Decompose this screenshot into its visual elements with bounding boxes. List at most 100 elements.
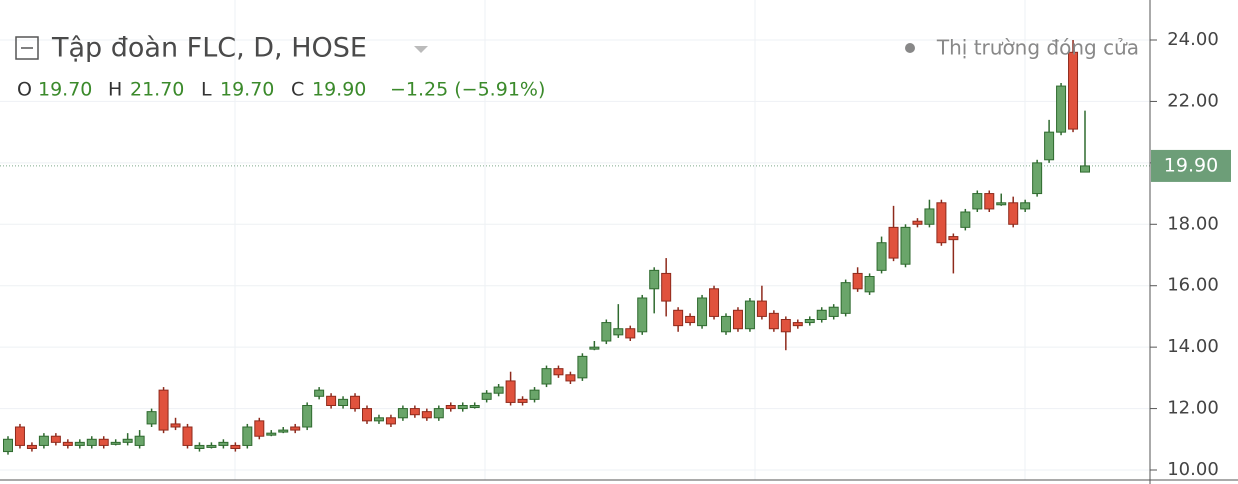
candle-body (457, 405, 468, 410)
candle-body (541, 368, 552, 385)
candle-body (1056, 85, 1067, 133)
candle-body (194, 444, 205, 449)
time-grid (234, 0, 1026, 480)
candle-body (254, 420, 265, 437)
candle-body (780, 319, 791, 333)
candle-body (996, 202, 1007, 206)
candle-body (505, 380, 516, 403)
dropdown-arrow[interactable] (414, 46, 428, 53)
ohlc-value: 21.70 (130, 79, 184, 101)
grid (0, 39, 1150, 471)
candle-body (864, 276, 875, 293)
chart-title: Tập đoàn FLC, D, HOSE (51, 33, 367, 64)
candle-body (1080, 165, 1090, 173)
ohlc-label: O (17, 79, 32, 101)
ohlc-value: 19.90 (312, 79, 366, 101)
candle-body (206, 444, 217, 448)
candle-body (816, 309, 827, 320)
candle-body (709, 288, 720, 317)
ohlc-change: −1.25 (−5.91%) (390, 79, 545, 101)
candle-body (50, 435, 61, 443)
candle-body (110, 441, 121, 445)
candle-body (445, 405, 456, 410)
ohlc-label: C (291, 79, 304, 101)
candle-body (1044, 131, 1055, 161)
y-tick-label: 18.00 (1167, 213, 1219, 234)
candle-body (972, 193, 983, 210)
candle-body (385, 417, 396, 425)
candle-body (1032, 162, 1043, 195)
market-status: Thị trường đóng cửa (936, 36, 1139, 60)
y-tick-label: 14.00 (1167, 336, 1219, 357)
candle-body (625, 328, 636, 339)
candle-body (266, 432, 277, 436)
y-tick-label: 10.00 (1167, 459, 1219, 480)
candle-body (302, 405, 313, 428)
candle-body (649, 269, 660, 290)
candle-body (613, 328, 624, 336)
candle-body (362, 408, 372, 422)
candle-body (326, 395, 337, 406)
ohlc-value: 19.70 (220, 79, 274, 101)
candle-body (242, 426, 253, 446)
candle-body (134, 435, 145, 446)
candle-body (86, 438, 97, 446)
candle-body (876, 242, 887, 271)
candle-body (577, 355, 588, 379)
candle-body (792, 322, 803, 327)
last-price-box (1151, 149, 1231, 182)
y-tick-label: 12.00 (1167, 398, 1219, 419)
candle-body (529, 389, 540, 400)
collapse-icon[interactable] (15, 36, 39, 60)
candle-body (565, 374, 576, 382)
candle-body (804, 319, 815, 324)
candle-body (373, 417, 384, 422)
ohlc-value: 19.70 (38, 79, 92, 101)
plot (3, 40, 1090, 455)
candle-body (721, 315, 731, 333)
candle-body (433, 408, 444, 419)
y-tick-label: 22.00 (1167, 90, 1219, 111)
candle-body (984, 193, 995, 210)
candle-body (948, 236, 959, 241)
candle-body (685, 315, 696, 324)
candle-body (1068, 51, 1079, 130)
candle-body (732, 309, 743, 330)
ohlc-header: O 19.70 H 21.70 L 19.70 C 19.90 −1.25 (−… (17, 79, 545, 101)
candle-body (397, 408, 408, 419)
candle-body (756, 300, 767, 317)
ohlc-label: H (108, 79, 122, 101)
candle-body (697, 297, 708, 327)
candle-body (553, 368, 564, 376)
candle-body (637, 297, 648, 333)
candle-body (912, 220, 923, 225)
candle-body (828, 306, 839, 317)
candle-body (469, 405, 480, 408)
y-tick-label: 24.00 (1167, 29, 1219, 50)
candle-body (3, 438, 13, 453)
candle-body (481, 392, 492, 400)
candle-body (122, 438, 133, 443)
candle-body (26, 444, 37, 449)
candle-body (421, 411, 432, 419)
candle-body (589, 346, 600, 350)
candle-body (840, 282, 851, 314)
candle-body (493, 386, 504, 394)
candle-body (1008, 202, 1019, 225)
last-price-label: 19.90 (1164, 154, 1218, 176)
candle-body (62, 441, 73, 446)
candle-body (888, 226, 899, 259)
candle-body (98, 438, 109, 446)
candle-body (350, 395, 361, 410)
candle-body (218, 441, 229, 446)
candle-body (960, 211, 971, 228)
candle-body (768, 312, 779, 330)
candle-body (924, 208, 935, 225)
candle-body (517, 398, 528, 403)
candle-body (230, 444, 241, 449)
candle-body (661, 272, 672, 302)
candle-body (601, 322, 612, 342)
candle-body (744, 300, 755, 330)
